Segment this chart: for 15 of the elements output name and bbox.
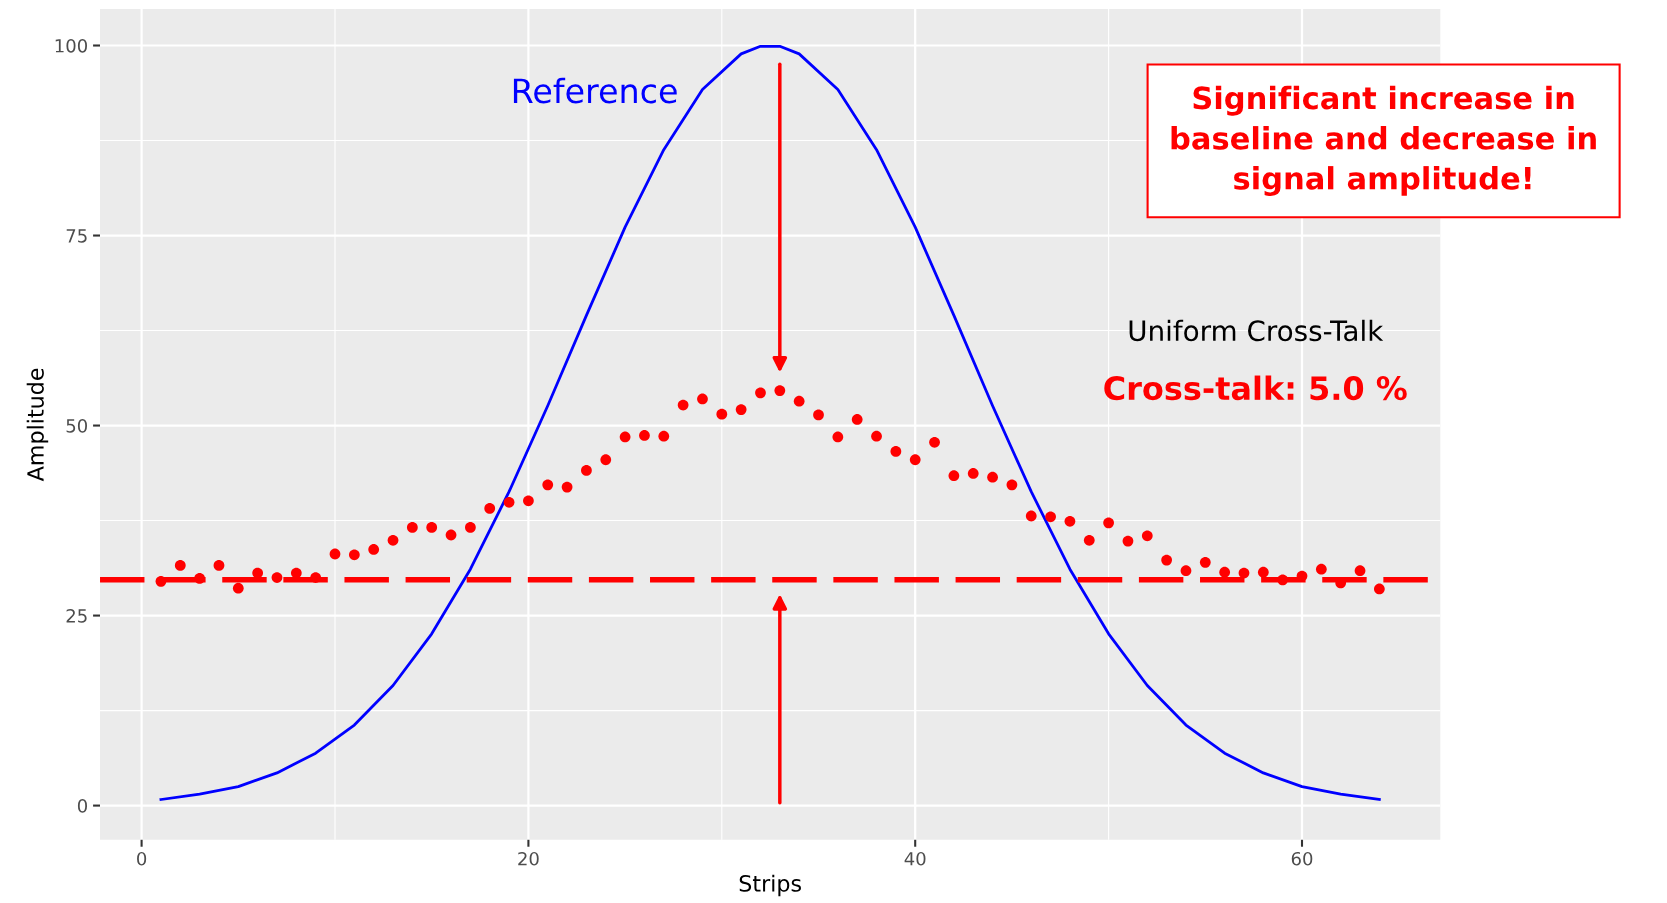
y-tick-label: 25 xyxy=(66,609,87,623)
x-tick-label: 60 xyxy=(1291,851,1313,866)
y-tick-label: 100 xyxy=(55,38,88,53)
annotation: Cross-talk: 5.0 % xyxy=(1104,375,1407,401)
x-tick-label: 40 xyxy=(904,851,926,866)
annotation: Significant increase in baseline and decrease in signal amplitude! xyxy=(1171,85,1596,196)
y-axis-title: Amplitude xyxy=(26,368,49,482)
annotation: Reference xyxy=(513,77,677,104)
y-tick-label: 50 xyxy=(66,419,88,433)
y-tick-label: 75 xyxy=(66,229,87,243)
y-tick-label: 0 xyxy=(77,799,88,813)
x-tick-label: 20 xyxy=(518,851,539,866)
annotation: Uniform Cross-Talk xyxy=(1129,319,1384,342)
x-tick-label: 0 xyxy=(137,851,147,866)
x-axis-title: Strips xyxy=(739,874,801,897)
